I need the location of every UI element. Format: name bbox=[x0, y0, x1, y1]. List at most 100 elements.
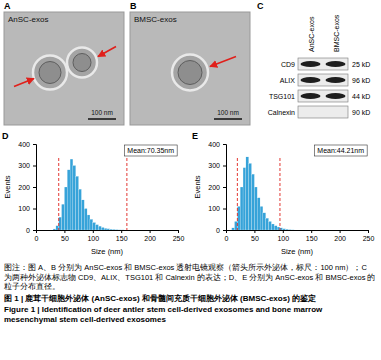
image-label: BMSC-exos bbox=[134, 15, 177, 24]
tem-image bbox=[4, 12, 124, 125]
annotation-frame bbox=[124, 145, 177, 156]
tick: 300 bbox=[208, 162, 226, 169]
plot-area bbox=[53, 158, 127, 230]
tick-label: 250 bbox=[173, 235, 185, 242]
figure: AAnSC-exos100 nmBBMSC-exos100 nmCAnSC-ex… bbox=[0, 0, 381, 360]
tick: 0 bbox=[35, 230, 39, 242]
bar bbox=[260, 206, 263, 230]
bar bbox=[87, 215, 90, 230]
tick: 400 bbox=[18, 141, 36, 148]
tick-label: 100 bbox=[87, 235, 99, 242]
tick-label: 150 bbox=[116, 235, 128, 242]
tick-label: 50 bbox=[251, 235, 259, 242]
blot-band bbox=[326, 61, 346, 67]
scale-bar bbox=[88, 118, 116, 120]
size-label: 90 kD bbox=[352, 109, 370, 116]
tick: 0 bbox=[216, 227, 226, 234]
bar bbox=[70, 159, 73, 230]
reference-line bbox=[279, 158, 280, 230]
bar bbox=[283, 229, 286, 230]
bar bbox=[113, 229, 116, 230]
tick: 150 bbox=[306, 230, 318, 242]
arrow bbox=[210, 57, 236, 67]
bar bbox=[254, 187, 257, 230]
vesicle-core bbox=[39, 62, 61, 84]
tick: 250 bbox=[363, 230, 375, 242]
annotation-frame bbox=[314, 145, 367, 156]
tick-label: 200 bbox=[208, 184, 220, 191]
bar bbox=[79, 189, 82, 230]
vesicle-core bbox=[178, 61, 202, 85]
y-axis: 0 100 200 300 400 bbox=[208, 141, 226, 234]
tick-label: 200 bbox=[18, 184, 30, 191]
tick: 400 bbox=[208, 141, 226, 148]
tick: 100 bbox=[277, 230, 289, 242]
bar bbox=[274, 226, 277, 230]
tick: 50 bbox=[251, 230, 259, 242]
tick-mark bbox=[33, 230, 36, 231]
panel-letter: D bbox=[2, 131, 9, 141]
tick-mark bbox=[340, 230, 341, 233]
tick-mark bbox=[223, 187, 226, 188]
caption: 图注：图 A、B 分别为 AnSC-exos 和 BMSC-exos 透射电镜观… bbox=[4, 263, 376, 291]
tick-mark bbox=[33, 144, 36, 145]
reference-line bbox=[58, 158, 59, 230]
y-axis-title: Events bbox=[193, 175, 202, 198]
tick-mark bbox=[283, 230, 284, 233]
western-blot: CAnSC-exosBMSC-exosCD925 kDALIX96 kDTSG1… bbox=[257, 1, 370, 118]
axis-line bbox=[223, 145, 227, 231]
vesicle-core bbox=[73, 54, 91, 72]
bar bbox=[240, 187, 243, 230]
size-label: 96 kD bbox=[352, 77, 370, 84]
tick: 200 bbox=[334, 230, 346, 242]
protein-label: Calnexin bbox=[268, 109, 295, 116]
tick-label: 0 bbox=[225, 235, 229, 242]
bar bbox=[110, 229, 113, 230]
scale-bar-label: 100 nm bbox=[91, 109, 113, 116]
tick: 200 bbox=[18, 184, 36, 191]
protein-label: CD9 bbox=[281, 61, 295, 68]
tick-mark bbox=[368, 230, 369, 233]
bar bbox=[130, 230, 133, 231]
tick-mark bbox=[93, 230, 94, 233]
tick-label: 100 bbox=[18, 205, 30, 212]
scale-bar bbox=[214, 118, 242, 120]
vesicle bbox=[172, 55, 208, 91]
annotation: Mean:70.35nm bbox=[127, 147, 174, 154]
tick-label: 300 bbox=[208, 162, 220, 169]
bar bbox=[288, 229, 291, 230]
vesicle bbox=[67, 48, 97, 78]
blot-strip bbox=[298, 106, 348, 118]
bar bbox=[271, 224, 274, 230]
tick-mark bbox=[178, 230, 179, 233]
tick-label: 250 bbox=[363, 235, 375, 242]
tick-label: 100 bbox=[208, 205, 220, 212]
blot-band bbox=[301, 93, 321, 99]
tick: 250 bbox=[173, 230, 185, 242]
bar bbox=[269, 221, 272, 230]
tick-mark bbox=[223, 209, 226, 210]
axis-line bbox=[33, 145, 37, 231]
bar bbox=[107, 229, 110, 230]
tick: 0 bbox=[26, 227, 36, 234]
blot-band bbox=[326, 77, 346, 83]
tick-mark bbox=[223, 144, 226, 145]
tick-mark bbox=[223, 230, 226, 231]
bar bbox=[98, 226, 101, 230]
tick: 300 bbox=[18, 162, 36, 169]
bar bbox=[84, 209, 87, 231]
bar bbox=[104, 228, 107, 230]
tick-label: 400 bbox=[18, 141, 30, 148]
blot-band bbox=[301, 77, 321, 83]
bar bbox=[121, 229, 124, 230]
tick-label: 300 bbox=[18, 162, 30, 169]
blot-strip bbox=[298, 58, 348, 70]
bar bbox=[243, 168, 246, 230]
bar bbox=[96, 225, 99, 230]
tick-label: 0 bbox=[216, 227, 220, 234]
tem-image bbox=[130, 12, 250, 125]
histogram-panel: 0501001502002500100200300400Size (nm)Eve… bbox=[2, 131, 184, 256]
image-label: AnSC-exos bbox=[8, 15, 48, 24]
tick-label: 150 bbox=[306, 235, 318, 242]
panel-letter: B bbox=[130, 1, 137, 11]
